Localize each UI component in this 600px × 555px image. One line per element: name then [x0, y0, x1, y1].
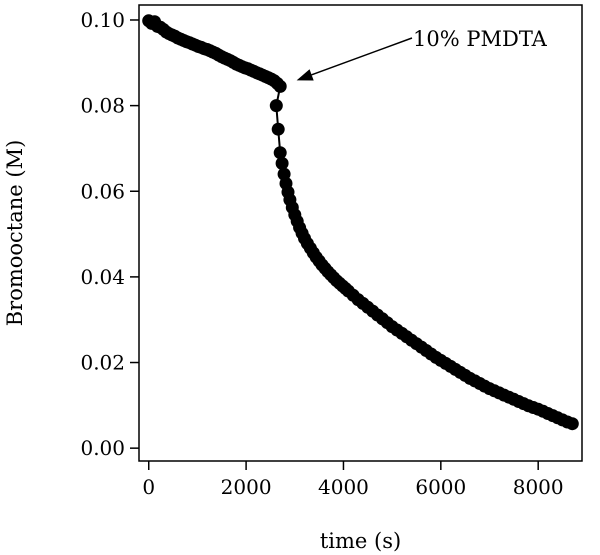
annotation-arrow-head — [296, 69, 314, 81]
axes — [138, 4, 583, 462]
y-tick-label: 0.08 — [80, 94, 125, 118]
plot-frame — [138, 4, 583, 462]
y-tick-label: 0.06 — [80, 179, 125, 203]
series-line — [148, 20, 573, 425]
y-tick-label: 0.04 — [80, 265, 125, 289]
x-tick-label: 8000 — [513, 475, 564, 499]
y-tick-label: 0.02 — [80, 351, 125, 375]
data-point — [565, 417, 579, 431]
annotation-arrow-line — [311, 37, 413, 76]
data-point — [271, 122, 285, 136]
x-tick-label: 0 — [142, 475, 155, 499]
x-axis-title: time (s) — [320, 529, 401, 553]
ticks-layer: 0 2000 4000 6000 8000 0.00 0.02 0.04 0.06 0.08 0.1… — [80, 8, 563, 499]
data-point — [273, 79, 287, 93]
points-layer — [142, 14, 579, 431]
y-tick-label: 0.10 — [80, 8, 125, 32]
x-tick-label: 2000 — [221, 475, 272, 499]
x-tick-label: 4000 — [318, 475, 369, 499]
annotation: 10% PMDTA — [296, 27, 548, 81]
data-point — [275, 156, 289, 170]
data-point — [269, 99, 283, 113]
annotation-text: 10% PMDTA — [413, 27, 548, 51]
y-axis-title: Bromooctane (M) — [3, 140, 27, 327]
x-tick-label: 6000 — [415, 475, 466, 499]
curve-layer — [148, 20, 573, 425]
y-tick-label: 0.00 — [80, 436, 125, 460]
data-point — [273, 146, 287, 160]
